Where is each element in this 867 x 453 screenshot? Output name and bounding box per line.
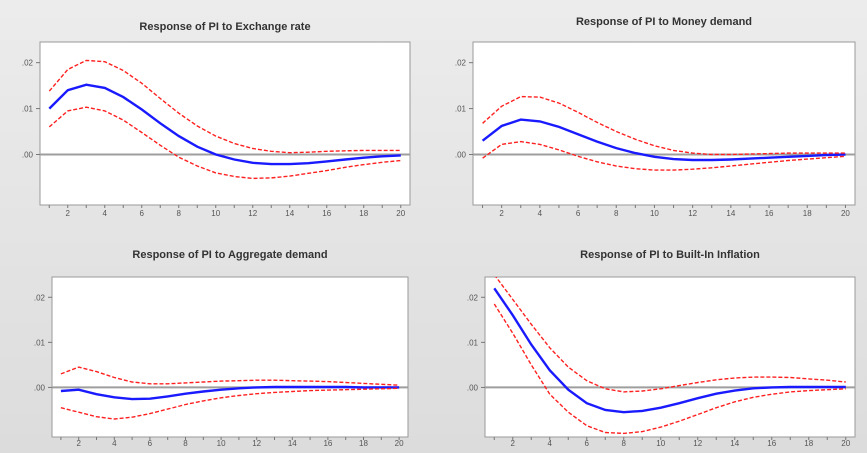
y-tick-label: .02 [34, 293, 46, 302]
panel-1: Response of PI to Exchange rate .00 .01 .02… [22, 21, 411, 218]
plot-area [39, 41, 411, 206]
x-tick-label: 20 [841, 439, 850, 448]
x-tick-label: 14 [730, 439, 739, 448]
y-tick-label: .00 [467, 383, 479, 392]
series-lower-line [60, 387, 400, 420]
x-tick-label: 16 [767, 439, 776, 448]
x-tick-label: 4 [548, 439, 553, 448]
y-tick-label: .01 [34, 338, 46, 347]
x-tick-label: 18 [804, 439, 813, 448]
series-upper-line [482, 95, 846, 156]
x-tick-label: 2 [76, 439, 81, 448]
series-upper-line [495, 277, 846, 393]
x-tick-label: 12 [248, 209, 257, 218]
panel-3: Response of PI to Aggregate demand .00 .01… [34, 249, 409, 448]
series-response-line [60, 385, 400, 401]
y-tick-label: .01 [455, 105, 467, 114]
panel-title: Response of PI to Exchange rate [139, 21, 310, 33]
panel-title: Response of PI to Money demand [576, 16, 752, 28]
x-tick-label: 16 [765, 209, 774, 218]
x-tick-label: 10 [211, 209, 220, 218]
x-tick-label: 16 [322, 209, 331, 218]
x-tick-label: 8 [614, 209, 619, 218]
series-lower-line [482, 140, 846, 171]
x-tick-label: 10 [217, 439, 226, 448]
series-upper-line [48, 59, 401, 154]
x-tick-label: 10 [650, 209, 659, 218]
x-tick-label: 2 [66, 209, 71, 218]
panel-title: Response of PI to Aggregate demand [132, 249, 327, 261]
panel-2: Response of PI to Money demand .00 .01 .02 2… [455, 16, 856, 218]
x-tick-label: 2 [511, 439, 516, 448]
series-response-line [493, 287, 846, 414]
y-tick-label: .01 [467, 338, 479, 347]
x-tick-label: 6 [585, 439, 590, 448]
series-upper-line [60, 366, 400, 386]
x-tick-label: 6 [140, 209, 145, 218]
y-tick-label: .01 [22, 105, 34, 114]
x-tick-label: 12 [688, 209, 697, 218]
x-tick-label: 18 [359, 439, 368, 448]
panel-title: Response of PI to Built-In Inflation [580, 249, 760, 261]
x-tick-label: 20 [395, 439, 404, 448]
y-tick-label: .02 [467, 293, 479, 302]
y-tick-label: .02 [455, 59, 467, 68]
plot-area [51, 276, 409, 438]
x-tick-label: 20 [396, 209, 405, 218]
series-lower-line [493, 303, 846, 435]
x-tick-label: 8 [622, 439, 627, 448]
series-response-line [48, 83, 401, 166]
x-tick-label: 6 [148, 439, 153, 448]
y-tick-label: .00 [34, 383, 46, 392]
x-tick-label: 14 [288, 439, 297, 448]
x-tick-label: 12 [252, 439, 261, 448]
y-tick-label: .00 [455, 150, 467, 159]
x-tick-label: 16 [323, 439, 332, 448]
x-tick-label: 14 [726, 209, 735, 218]
plot-area [484, 276, 856, 438]
panel-4: Response of PI to Built-In Inflation .00.… [467, 249, 856, 448]
x-tick-label: 18 [803, 209, 812, 218]
x-tick-label: 4 [112, 439, 117, 448]
x-tick-label: 6 [576, 209, 581, 218]
x-tick-label: 4 [103, 209, 108, 218]
y-tick-label: .02 [22, 59, 34, 68]
series-lower-line [48, 106, 401, 180]
x-tick-label: 8 [183, 439, 188, 448]
x-tick-label: 14 [285, 209, 294, 218]
x-tick-label: 12 [693, 439, 702, 448]
x-tick-label: 10 [656, 439, 665, 448]
plot-area [472, 41, 856, 206]
x-tick-label: 4 [538, 209, 543, 218]
x-tick-label: 2 [499, 209, 504, 218]
x-tick-label: 20 [841, 209, 850, 218]
y-tick-label: .00 [22, 150, 34, 159]
series-response-line [481, 118, 846, 162]
x-tick-label: 18 [359, 209, 368, 218]
x-tick-label: 8 [177, 209, 182, 218]
